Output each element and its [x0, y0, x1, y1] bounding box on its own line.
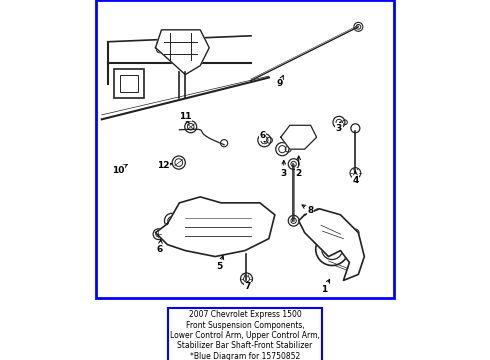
Bar [120, 75, 138, 93]
Text: 2: 2 [295, 156, 302, 177]
Text: 3: 3 [281, 161, 287, 177]
Text: 1: 1 [321, 279, 330, 294]
Text: 11: 11 [179, 112, 192, 124]
Text: 4: 4 [352, 171, 359, 185]
Text: 7: 7 [245, 282, 251, 292]
Polygon shape [281, 125, 317, 149]
Text: 6: 6 [157, 240, 163, 253]
Text: 6: 6 [260, 131, 266, 142]
Polygon shape [299, 209, 365, 280]
Text: 12: 12 [157, 161, 172, 170]
Text: 9: 9 [276, 76, 283, 88]
Bar [114, 69, 144, 98]
Polygon shape [155, 30, 209, 75]
Polygon shape [155, 197, 275, 257]
Text: 8: 8 [302, 205, 314, 215]
Text: 3: 3 [336, 122, 342, 133]
Text: 10: 10 [112, 165, 127, 175]
Text: 5: 5 [217, 256, 224, 271]
Text: 2007 Chevrolet Express 1500
Front Suspension Components,
Lower Control Arm, Uppe: 2007 Chevrolet Express 1500 Front Suspen… [170, 310, 320, 360]
